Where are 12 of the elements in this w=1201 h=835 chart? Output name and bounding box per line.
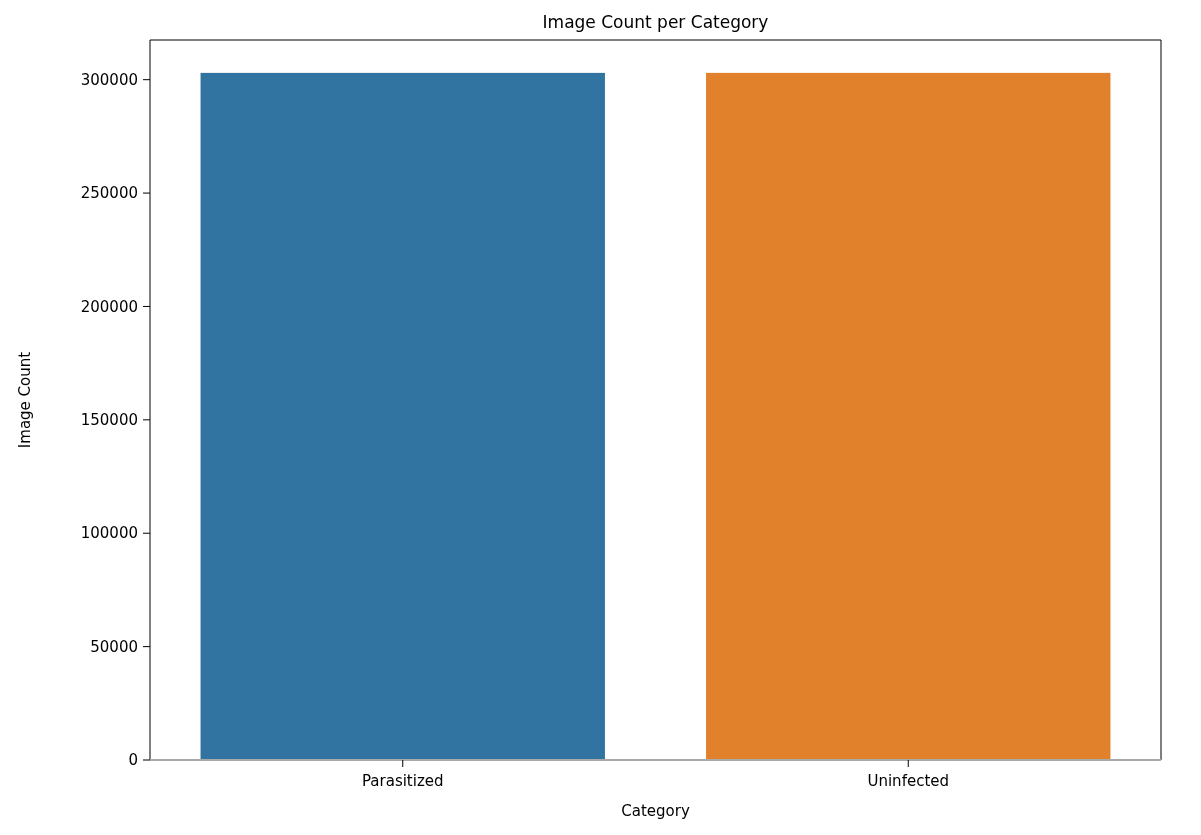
x-axis-title: Category (621, 802, 690, 820)
y-tick-label: 300000 (80, 70, 138, 89)
y-tick-label: 50000 (90, 637, 138, 656)
x-tick-label: Parasitized (361, 772, 444, 790)
y-tick-label: 0 (128, 751, 138, 770)
y-tick-label: 100000 (80, 524, 138, 543)
y-tick-label: 150000 (80, 411, 138, 430)
chart-title: Image Count per Category (542, 12, 769, 32)
y-tick-label: 250000 (80, 184, 138, 203)
x-tick-label: Uninfected (867, 772, 950, 790)
y-tick-label: 200000 (80, 297, 138, 316)
y-axis-title: Image Count (16, 351, 34, 449)
